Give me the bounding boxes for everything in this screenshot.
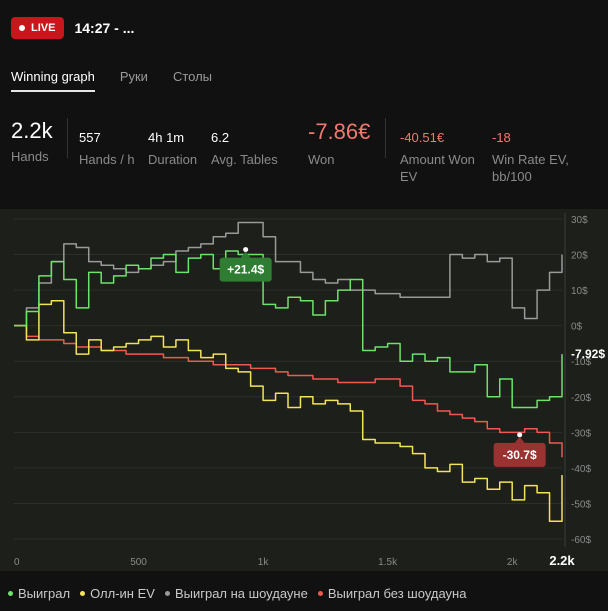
y-tick-label: 20$	[571, 251, 588, 262]
y-tick-label: -60$	[571, 535, 591, 546]
stats-divider	[67, 118, 68, 158]
annotation-pointer	[514, 436, 525, 443]
chart-svg: 30$ 20$ 10$ 0$ -10$ -20$ -30$ -40$ -50$ -60$ 0 500 1…	[14, 213, 605, 568]
stat-amount-won-ev-value: -40.51€	[400, 130, 445, 145]
stat-hands-per-hour-label: Hands / h	[79, 152, 135, 167]
stats-divider	[385, 118, 386, 158]
x-tick-label: 1.5k	[378, 557, 398, 568]
legend-item[interactable]: Выиграл без шоудауна	[317, 586, 467, 601]
annotation-box	[493, 442, 546, 467]
annotation-label: -30.7$	[503, 448, 537, 462]
stat-amount-won-ev-label-2: EV	[400, 169, 418, 184]
annotation-point	[243, 247, 249, 253]
legend-dot-icon	[317, 591, 323, 596]
stat-avg-tables-label: Avg. Tables	[211, 152, 278, 167]
y-tick-label: 10$	[571, 286, 588, 297]
stat-won-value: -7.86€	[308, 119, 371, 144]
y-tick-label: 30$	[571, 215, 588, 226]
stat-win-rate-ev: -18 Win Rate EV, bb/100	[492, 130, 569, 185]
legend-label: Выиграл без шоудауна	[327, 586, 467, 601]
y-tick-label: -10$	[571, 357, 591, 368]
stat-won-label: Won	[308, 152, 335, 167]
tab-tables[interactable]: Столы	[172, 69, 213, 84]
y-tick-label: -20$	[571, 393, 591, 404]
stat-duration: 4h 1m Duration	[148, 130, 197, 168]
stat-hands-label: Hands	[11, 149, 49, 164]
series-line	[14, 221, 563, 327]
legend-dot-icon	[80, 591, 86, 596]
stat-won: -7.86€ Won	[308, 119, 370, 168]
legend-dot-icon	[8, 591, 13, 596]
stat-hands-value: 2.2k	[11, 118, 53, 143]
top-bar: LIVE 14:27 - ...	[11, 16, 134, 40]
winning-graph-chart[interactable]: 30$ 20$ 10$ 0$ -10$ -20$ -30$ -40$ -50$ -60$ 0 500 1…	[0, 209, 608, 571]
legend-item[interactable]: Выиграл на шоудауне	[164, 586, 308, 601]
stat-avg-tables-value: 6.2	[211, 130, 230, 145]
stat-avg-tables: 6.2 Avg. Tables	[211, 130, 278, 168]
stat-hands-per-hour: 557 Hands / h	[79, 130, 135, 168]
live-label: LIVE	[31, 22, 56, 34]
stat-duration-value: 4h 1m	[148, 130, 185, 145]
series-line	[14, 300, 563, 522]
legend-dot-icon	[164, 591, 170, 596]
stat-hands-per-hour-value: 557	[79, 130, 101, 145]
legend-item[interactable]: Олл-ин EV	[80, 586, 155, 601]
stat-amount-won-ev: -40.51€ Amount Won EV	[400, 130, 475, 185]
legend-label: Выиграл	[18, 586, 71, 601]
legend-label: Олл-ин EV	[90, 586, 155, 601]
series-line	[14, 250, 563, 409]
legend-item[interactable]: Выиграл	[8, 586, 70, 601]
stats-panel: 2.2k Hands 557 Hands / h 4h 1m Duration …	[0, 118, 608, 188]
x-tick-label: 2.2k	[549, 553, 575, 568]
annotation-box	[219, 257, 272, 282]
x-tick-label: 500	[130, 557, 147, 568]
tab-hands[interactable]: Руки	[119, 69, 148, 84]
stat-win-rate-ev-label-2: bb/100	[492, 169, 532, 184]
live-badge: LIVE	[11, 17, 65, 39]
stat-amount-won-ev-label-1: Amount Won	[400, 152, 475, 167]
stat-win-rate-ev-value: -18	[492, 130, 511, 145]
y-tick-label: 0$	[571, 322, 583, 333]
chart-legend: Выиграл Олл-ин EV Выиграл на шоудауне Выигр…	[8, 586, 466, 601]
x-tick-label: 0	[14, 557, 20, 568]
annotation-pointer	[240, 251, 251, 258]
tab-bar: Winning graph Руки Столы	[11, 69, 212, 92]
y-tick-label: -40$	[571, 464, 591, 475]
x-tick-label: 2k	[507, 557, 519, 568]
tab-winning-graph[interactable]: Winning graph	[11, 69, 95, 92]
stat-hands: 2.2k Hands	[11, 118, 53, 165]
stat-duration-label: Duration	[148, 152, 198, 167]
series-line	[14, 324, 563, 458]
legend-label: Выиграл на шоудауне	[174, 586, 308, 601]
y-tick-label: -30$	[571, 428, 591, 439]
stat-win-rate-ev-label-1: Win Rate EV,	[492, 152, 569, 167]
current-value-label: -7.92$	[571, 347, 605, 361]
annotation-label: +21.4$	[227, 263, 264, 277]
annotation-point	[517, 432, 523, 438]
session-title: 14:27 - ...	[74, 20, 135, 36]
live-dot-icon	[19, 25, 25, 31]
y-tick-label: -50$	[571, 499, 591, 510]
x-tick-label: 1k	[258, 557, 270, 568]
